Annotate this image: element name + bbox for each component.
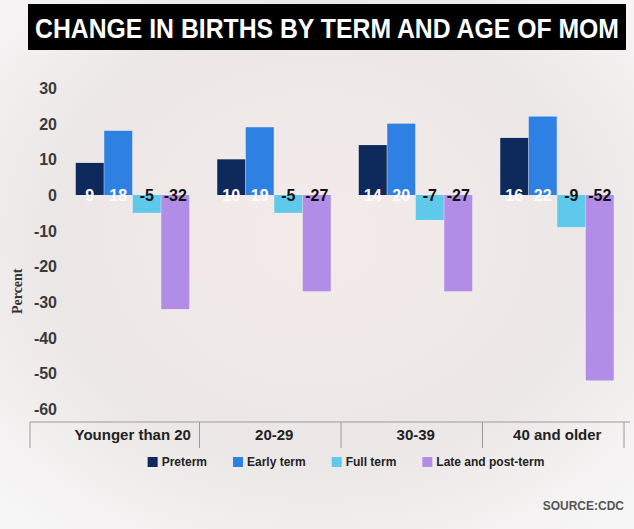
category-divider	[199, 422, 200, 448]
y-tick-label: 30	[39, 80, 57, 97]
category-label: 20-29	[255, 426, 293, 443]
y-tick-label: 20	[39, 116, 57, 133]
category-label: 30-39	[397, 426, 435, 443]
title-banner	[28, 4, 626, 50]
legend-swatch	[422, 457, 432, 467]
data-label: -5	[281, 187, 295, 204]
bar	[246, 127, 274, 195]
bar	[529, 117, 557, 195]
chart: CHANGE IN BIRTHS BY TERM AND AGE OF MOM 3…	[0, 0, 634, 529]
data-label: 22	[534, 187, 552, 204]
bar	[161, 195, 189, 309]
data-label: -5	[140, 187, 154, 204]
y-tick-label: -20	[34, 258, 57, 275]
category-divider	[624, 422, 625, 448]
legend-label: Full term	[346, 455, 397, 469]
category-divider	[30, 422, 31, 448]
bar	[444, 195, 472, 291]
data-label: 14	[364, 187, 382, 204]
data-label: 10	[222, 187, 240, 204]
page: {"chart_data": {"type": "bar", "title": …	[0, 0, 634, 529]
bar	[586, 195, 614, 380]
category-label: Younger than 20	[75, 426, 191, 443]
legend: Preterm Early term Full term Late and post-…	[148, 455, 545, 469]
bar	[104, 131, 132, 195]
category-divider	[482, 422, 483, 448]
bar	[303, 195, 331, 291]
data-label: -7	[423, 187, 437, 204]
bar	[387, 124, 415, 195]
bars	[76, 117, 614, 381]
y-tick-label: 10	[39, 151, 57, 168]
data-label: 16	[505, 187, 523, 204]
data-label: 18	[109, 187, 127, 204]
y-tick-label: -10	[34, 223, 57, 240]
category-axis	[30, 422, 630, 423]
y-tick-label: -60	[34, 401, 57, 418]
data-label: -32	[164, 187, 187, 204]
category-label: 40 and older	[513, 426, 602, 443]
data-label: -27	[305, 187, 328, 204]
legend-label: Preterm	[162, 455, 207, 469]
data-label: -52	[588, 187, 611, 204]
legend-swatch	[148, 457, 158, 467]
background	[0, 0, 634, 529]
legend-label: Late and post-term	[436, 455, 544, 469]
legend-swatch	[332, 457, 342, 467]
y-tick-label: -40	[34, 330, 57, 347]
legend-label: Early term	[247, 455, 306, 469]
source: SOURCE:CDC	[543, 499, 625, 513]
title: CHANGE IN BIRTHS BY TERM AND AGE OF MOM	[35, 13, 619, 44]
data-label: -9	[564, 187, 578, 204]
data-label: -27	[447, 187, 470, 204]
legend-swatch	[233, 457, 243, 467]
data-label: 9	[85, 187, 94, 204]
y-axis-label: Percent	[10, 268, 25, 314]
data-label: 19	[251, 187, 269, 204]
category-divider	[341, 422, 342, 448]
data-label: 20	[392, 187, 410, 204]
y-tick-label: -50	[34, 365, 57, 382]
data-labels: 9 10 14 16 18 19 20 22 -5 -5 -7 -9 -32 -27 -27 -52	[85, 187, 611, 204]
y-tick-label: -30	[34, 294, 57, 311]
y-tick-label: 0	[48, 187, 57, 204]
